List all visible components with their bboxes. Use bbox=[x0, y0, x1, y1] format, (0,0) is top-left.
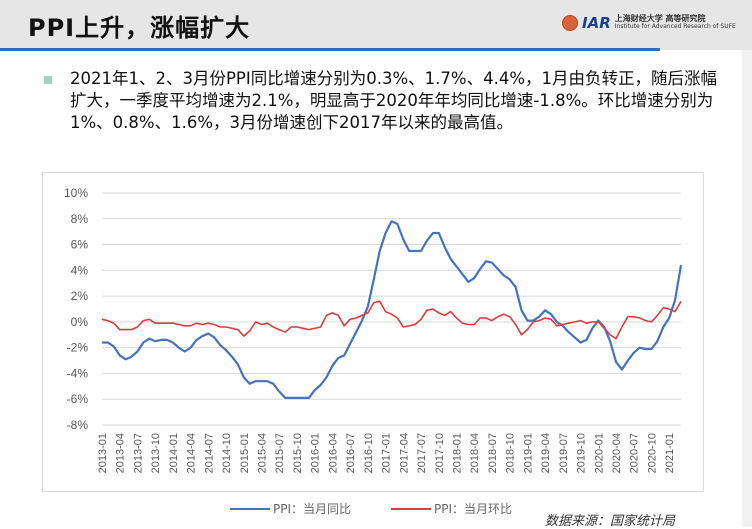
university-seal-icon bbox=[562, 15, 578, 31]
x-tick-label: 2014-04 bbox=[186, 433, 198, 473]
legend-label-mom: PPI：当月环比 bbox=[434, 502, 513, 516]
x-tick-label: 2019-01 bbox=[522, 433, 534, 473]
y-tick-label: 0% bbox=[71, 315, 89, 329]
x-tick-label: 2018-04 bbox=[469, 433, 481, 473]
x-tick-label: 2013-10 bbox=[150, 433, 162, 473]
series-line-yoy bbox=[102, 220, 683, 399]
x-tick-label: 2018-10 bbox=[505, 433, 517, 473]
institute-logo: IAR 上海财经大学 高等研究院 Institute for Advanced … bbox=[562, 14, 736, 32]
x-tick-label: 2018-01 bbox=[451, 433, 463, 473]
x-tick-label: 2014-07 bbox=[203, 433, 215, 473]
summary-text: 2021年1、2、3月份PPI同比增速分别为0.3%、1.7%、4.4%，1月由… bbox=[70, 69, 718, 132]
legend-yoy: PPI：当月同比 bbox=[230, 500, 351, 517]
x-tick-label: 2013-01 bbox=[97, 433, 109, 473]
header-divider bbox=[0, 48, 660, 51]
x-tick-label: 2017-07 bbox=[416, 433, 428, 473]
y-tick-label: 2% bbox=[71, 289, 89, 303]
x-tick-label: 2018-07 bbox=[487, 433, 499, 473]
x-tick-label: 2020-07 bbox=[629, 433, 641, 473]
side-strip bbox=[742, 50, 752, 527]
x-tick-label: 2016-07 bbox=[345, 433, 357, 473]
x-tick-label: 2017-10 bbox=[434, 433, 446, 473]
x-tick-label: 2015-04 bbox=[257, 433, 269, 473]
y-tick-label: 10% bbox=[64, 186, 88, 200]
slide-header: PPI上升，涨幅扩大 IAR 上海财经大学 高等研究院 Institute fo… bbox=[0, 0, 752, 50]
logo-cn: 上海财经大学 高等研究院 bbox=[614, 14, 706, 23]
legend-swatch-yoy bbox=[230, 507, 270, 510]
data-source: 数据来源：国家统计局 bbox=[545, 514, 676, 529]
y-tick-label: -6% bbox=[67, 392, 89, 406]
y-tick-label: 4% bbox=[71, 263, 89, 277]
x-tick-label: 2015-10 bbox=[292, 433, 304, 473]
x-tick-label: 2017-01 bbox=[381, 433, 393, 473]
legend-mom: PPI：当月环比 bbox=[391, 500, 512, 517]
x-tick-label: 2015-01 bbox=[239, 433, 251, 473]
x-tick-label: 2019-07 bbox=[558, 433, 570, 473]
x-tick-label: 2019-04 bbox=[540, 433, 552, 473]
x-tick-label: 2013-07 bbox=[132, 433, 144, 473]
y-tick-label: -2% bbox=[67, 341, 89, 355]
x-tick-label: 2014-01 bbox=[168, 433, 180, 473]
x-tick-label: 2020-10 bbox=[646, 433, 658, 473]
legend-label-yoy: PPI：当月同比 bbox=[273, 502, 352, 516]
logo-en: Institute for Advanced Research of SUFE bbox=[614, 23, 736, 30]
series-line-mom bbox=[101, 300, 682, 340]
legend-swatch-mom bbox=[391, 507, 432, 510]
x-tick-label: 2021-01 bbox=[664, 433, 676, 473]
chart-legend: PPI：当月同比 PPI：当月环比 bbox=[230, 500, 512, 517]
y-tick-label: 8% bbox=[71, 212, 89, 226]
y-tick-label: -8% bbox=[67, 418, 89, 432]
slide-title: PPI上升，涨幅扩大 bbox=[28, 14, 251, 42]
x-tick-label: 2014-10 bbox=[221, 433, 233, 473]
x-tick-label: 2013-04 bbox=[115, 433, 127, 473]
ppi-chart: 10% 8% 6% 4% 2% 0% -2% -4% -6% -8% 2013-01 2013-04 2… bbox=[42, 172, 704, 492]
x-tick-label: 2020-01 bbox=[593, 433, 605, 473]
x-tick-label: 2019-10 bbox=[576, 433, 588, 473]
x-tick-label: 2016-04 bbox=[327, 433, 339, 473]
x-tick-label: 2016-10 bbox=[363, 433, 375, 473]
logo-abbr: IAR bbox=[582, 14, 611, 32]
x-tick-label: 2020-04 bbox=[611, 433, 623, 473]
x-tick-label: 2017-04 bbox=[398, 433, 410, 473]
y-tick-label: 6% bbox=[71, 238, 89, 252]
y-tick-label: -4% bbox=[67, 366, 89, 380]
x-tick-label: 2016-01 bbox=[310, 433, 322, 473]
x-tick-label: 2015-07 bbox=[274, 433, 286, 473]
chart-svg: 10% 8% 6% 4% 2% 0% -2% -4% -6% -8% 2013-01 2013-04 2… bbox=[64, 186, 683, 473]
bullet-icon bbox=[44, 76, 52, 84]
